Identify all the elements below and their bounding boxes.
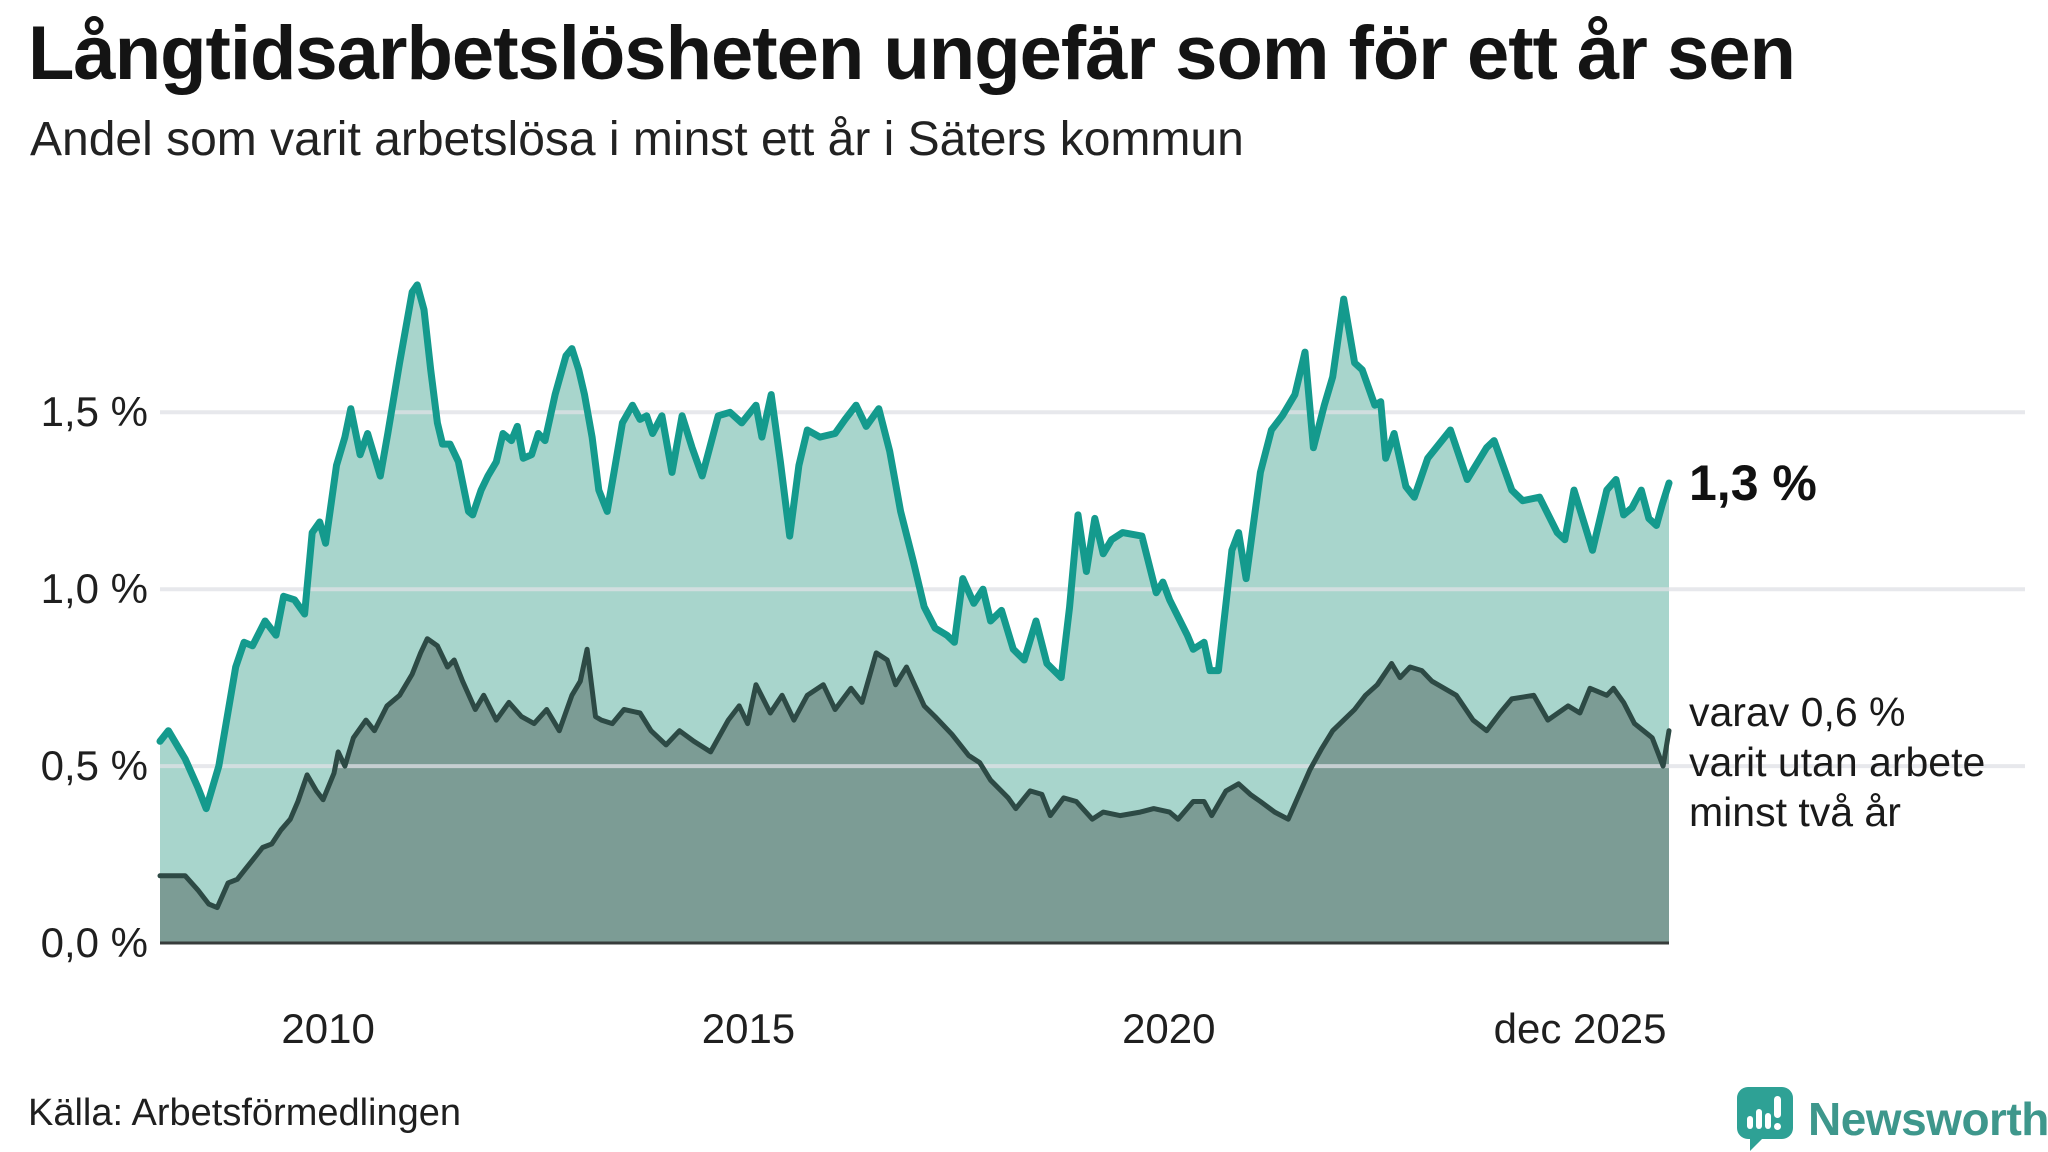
newsworthy-bubble-icon [1737, 1087, 1793, 1151]
end-value-label: 1,3 % [1689, 455, 1817, 512]
newsworthy-logo-text: Newsworthy [1808, 1093, 2048, 1145]
gridlines [160, 410, 2025, 769]
y-tick-label: 0,5 % [40, 742, 148, 790]
line-one-year [156, 281, 1673, 813]
x-tick-label: 2015 [701, 1005, 796, 1052]
line-two-years [157, 636, 1672, 911]
page-title: Långtidsarbetslösheten ungefär som för e… [28, 11, 1796, 96]
x-tick-label: dec 2025 [1493, 1005, 1667, 1052]
x-tick-label: 2020 [1122, 1005, 1216, 1052]
y-tick-label: 1,5 % [40, 388, 148, 436]
y-tick-label: 1,0 % [40, 565, 148, 613]
x-tick-label: 2010 [281, 1005, 375, 1052]
source-note: Källa: Arbetsförmedlingen [28, 1092, 462, 1134]
chart-subtitle: Andel som varit arbetslösa i minst ett å… [30, 113, 1244, 166]
end-annotation: varav 0,6 % varit utan arbete minst två … [1689, 688, 1986, 835]
area-fill-two-years [160, 638, 1669, 943]
y-tick-label: 0,0 % [40, 919, 148, 966]
newsworthy-logo: Newsworthy [1736, 1086, 2048, 1152]
